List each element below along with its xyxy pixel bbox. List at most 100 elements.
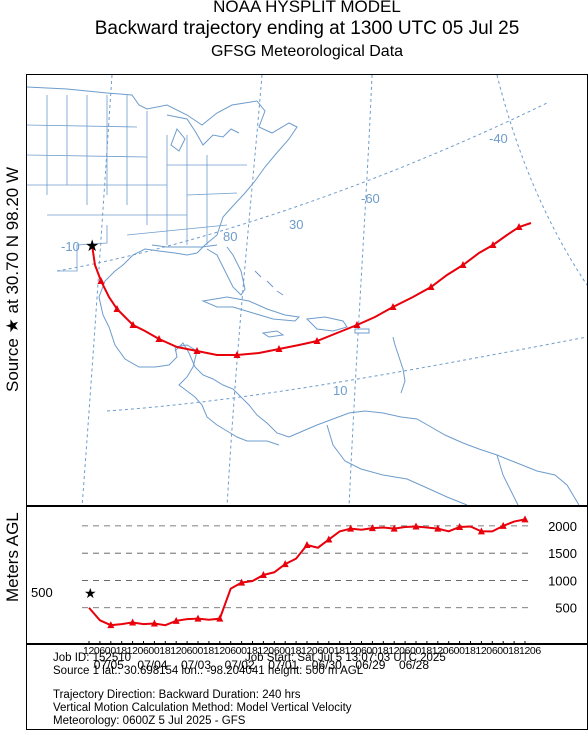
grid-label-lat-30: 30 [289,217,303,232]
south-america-inland [326,424,519,505]
height-profile-line [88,518,526,627]
lesser-antilles [392,336,406,394]
page-subtitle: GFSG Meteorological Data [210,43,404,60]
date-tick-label: 07/01 [268,658,299,672]
hour-tick-label: 18 [464,645,476,657]
height-profile-marker [456,523,464,530]
height-tick-label: 500 [555,601,577,616]
grid-label-lat-10: 10 [333,383,347,398]
time-ticks [88,641,526,643]
hour-tick-label: 06 [355,645,367,657]
height-profile-canvas: 500 1000 1500 2000 500 ★ [31,515,577,643]
grid-label-lon-80: 80 [223,229,237,244]
hour-tick-label: 12 [301,645,313,657]
meteorology-info: Meteorology: 0600Z 5 Jul 2025 - GFS [53,715,246,727]
height-profile-marker [129,618,137,626]
hour-tick-label: 12 [388,645,400,657]
hour-tick-label: 06 [137,645,149,657]
height-profile-chart[interactable]: 500 1000 1500 2000 500 ★ [26,506,588,644]
hour-tick-label: 06 [399,645,411,657]
trajectory-marker [459,261,467,268]
grid-label-lon-40: -40 [489,131,508,146]
trajectory-marker [353,321,361,328]
height-profile-marker [477,527,485,535]
state-borders [27,95,247,272]
hour-tick-label: 12 [475,645,487,657]
date-tick-label: 06/28 [399,658,430,672]
coastlines [27,86,580,505]
trajectory-marker [233,351,241,358]
hour-tick-label: 06 [224,645,236,657]
hour-tick-label: 06 [486,645,498,657]
hour-tick-label: 00 [453,645,465,657]
trajectory-map[interactable]: -10 -40 -60 30 80 10 ★ [26,74,588,506]
height-tick-label: 2000 [548,519,577,534]
date-tick-label: 07/05 [93,658,124,672]
trajectory-line [91,222,532,356]
hour-tick-label: 00 [497,645,509,657]
height-profile-marker [368,524,376,532]
height-tick-label: 1000 [548,573,577,588]
hour-tick-label: 00 [366,645,378,657]
longitude-line-100 [81,75,113,505]
hour-tick-label: 18 [115,645,127,657]
hour-tick-label: 12 [126,645,138,657]
source-star-profile: ★ [84,585,97,601]
trajectory-marker [515,223,523,230]
hour-tick-label: 18 [508,645,520,657]
height-profile-marker [194,614,202,622]
date-tick-label: 06/29 [355,658,386,672]
date-tick-label: 06/30 [311,658,342,672]
height-profile-marker [325,535,333,543]
longitude-line-80 [226,75,263,505]
trajectory-marker [427,283,435,290]
longitude-line-40 [496,75,587,286]
trajectory-marker [113,305,121,312]
latitude-line-30 [56,102,548,272]
hour-tick-label: 00 [279,645,291,657]
central-america [174,342,290,438]
time-axis-labels: 12 06 00 18 12 06 00 18 12 06 00 18 12 06 00 18 12 06 00 18… [26,644,588,674]
height-profile-marker [303,541,311,548]
hour-tick-label: 06 [311,645,323,657]
page-title: Backward trajectory ending at 1300 UTC 0… [94,18,520,39]
trajectory-marker [129,321,137,328]
jamaica [261,330,285,338]
north-america-coast [27,86,298,446]
trajectory-marker [313,337,321,344]
bahamas [254,270,284,296]
trajectory-direction: Trajectory Direction: Backward Duration:… [53,689,301,701]
height-profile-marker [107,621,115,629]
source-star-map: ★ [85,238,99,255]
great-lakes [166,114,240,152]
height-tick-labels: 500 1000 1500 2000 [548,519,577,616]
hour-tick-label: 06 [442,645,454,657]
hour-tick-label: 06 [268,645,280,657]
trajectory-marker [489,241,497,248]
trajectory-marker [97,277,105,284]
hour-tick-label: 12 [83,645,95,657]
cuba [201,296,301,322]
job-start: Job Start: Sat Jul 5 13:07:03 UTC 2025 [245,652,446,664]
hour-tick-label: 18 [159,645,171,657]
height-gridlines [82,525,532,609]
hour-tick-label: 12 [213,645,225,657]
hour-tick-label: 12 [431,645,443,657]
grid-labels: -10 -40 -60 30 80 10 [61,131,508,398]
hour-tick-label: 00 [104,645,116,657]
height-profile-marker [150,619,158,627]
hour-tick-label: 00 [235,645,247,657]
height-profile-marker [259,571,267,578]
hour-tick-label: 18 [246,645,258,657]
hour-tick-label: 00 [322,645,334,657]
trajectory-marker [193,347,201,354]
hour-tick-label: 18 [333,645,345,657]
vertical-motion-method: Vertical Motion Calculation Method: Mode… [53,702,352,714]
map-graticule [56,75,587,505]
height-profile-marker [390,524,398,532]
trajectory-marker [155,335,163,342]
date-tick-label: 07/02 [224,658,255,672]
hour-tick-label: 12 [344,645,356,657]
hour-tick-label: 00 [410,645,422,657]
source-location-label: Source ★ at 30.70 N 98.20 W [3,166,22,392]
